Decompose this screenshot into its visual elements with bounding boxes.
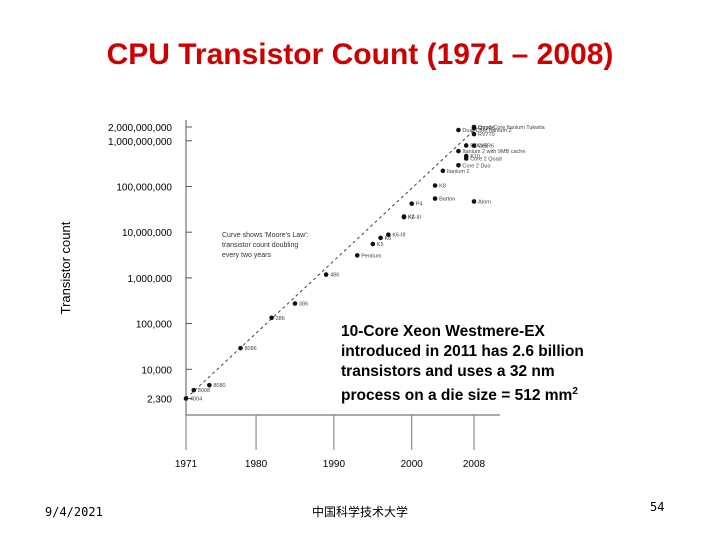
data-point bbox=[386, 232, 391, 238]
callout-line-2: introduced in 2011 has 2.6 billion bbox=[341, 343, 584, 360]
data-point bbox=[191, 387, 197, 393]
point-label: K7 bbox=[408, 215, 415, 221]
point-label: Atom bbox=[478, 199, 491, 205]
x-grid bbox=[185, 415, 475, 450]
x-tick-label: 1980 bbox=[245, 459, 268, 470]
y-tick-label: 2,300 bbox=[147, 394, 172, 405]
data-point bbox=[432, 196, 438, 201]
data-point bbox=[432, 183, 438, 188]
callout-line-1: 10-Core Xeon Westmere-EX bbox=[341, 323, 545, 340]
point-label: POWER6 bbox=[470, 143, 494, 149]
data-point bbox=[292, 301, 298, 306]
x-tick-label: 1990 bbox=[323, 459, 346, 470]
point-label: RV770 bbox=[478, 132, 495, 138]
point-label: Cell bbox=[478, 144, 487, 150]
y-tick-label: 100,000,000 bbox=[116, 182, 172, 193]
data-point bbox=[463, 143, 469, 148]
footer-institution: 中国科学技术大学 bbox=[311, 505, 408, 519]
data-point bbox=[456, 127, 461, 133]
data-point bbox=[456, 162, 461, 168]
data-point bbox=[471, 131, 477, 137]
point-label: Barton bbox=[439, 197, 455, 203]
point-label: K10 bbox=[470, 154, 480, 160]
westmere-callout: 10-Core Xeon Westmere-EX introduced in 2… bbox=[341, 322, 641, 406]
x-tick-label: 2000 bbox=[401, 459, 424, 470]
annotation-line-1: Curve shows 'Moore's Law': bbox=[222, 232, 309, 239]
point-label: K6 bbox=[385, 236, 392, 242]
data-point bbox=[323, 272, 329, 277]
y-grid bbox=[186, 126, 192, 399]
point-label: P4 bbox=[416, 202, 423, 208]
slide-title: CPU Transistor Count (1971 – 2008) bbox=[106, 38, 614, 71]
data-point bbox=[354, 253, 360, 258]
data-point bbox=[471, 143, 477, 148]
data-point bbox=[456, 148, 461, 154]
point-label: 8080 bbox=[213, 383, 225, 389]
point-label: Core 2 Duo bbox=[462, 163, 490, 169]
point-label: Itanium 2 bbox=[447, 169, 470, 175]
data-point bbox=[378, 235, 383, 241]
x-tick-label: 1971 bbox=[175, 459, 198, 470]
x-tick-label: 2008 bbox=[463, 459, 486, 470]
y-tick-label: 1,000,000 bbox=[128, 274, 173, 285]
point-label: 286 bbox=[276, 316, 285, 322]
y-tick-label: 10,000 bbox=[141, 365, 172, 376]
point-label: K5 bbox=[377, 242, 384, 248]
point-label: Pentium bbox=[361, 253, 382, 259]
points-group: 4004800880808086286386486PentiumK5K6K6-I… bbox=[183, 124, 546, 402]
callout-superscript: 2 bbox=[572, 386, 578, 397]
footer-date: 9/4/2021 bbox=[45, 505, 103, 519]
callout-line-3: transistors and uses a 32 nm bbox=[341, 363, 555, 380]
data-point bbox=[463, 153, 469, 159]
point-label: 386 bbox=[299, 302, 308, 308]
point-label: GT200 bbox=[478, 126, 495, 132]
point-label: Quad-Core Itanium Tukwila bbox=[478, 125, 546, 131]
data-point bbox=[401, 214, 407, 219]
data-point bbox=[370, 241, 376, 247]
y-tick-label: 10,000,000 bbox=[122, 228, 172, 239]
data-point bbox=[471, 199, 477, 204]
annotation-line-2: transistor count doubling bbox=[222, 242, 298, 249]
point-label: Core 2 Quad bbox=[470, 156, 502, 162]
page-number: 54 bbox=[650, 500, 665, 514]
annotation-line-3: every two years bbox=[222, 252, 272, 259]
point-label: K8 bbox=[439, 183, 446, 189]
y-axis-label: Transistor count bbox=[58, 221, 73, 314]
data-point bbox=[183, 396, 189, 401]
data-point bbox=[238, 345, 243, 351]
point-label: 4004 bbox=[190, 396, 202, 402]
data-point bbox=[409, 201, 415, 206]
y-tick-label: 100,000 bbox=[136, 320, 173, 331]
point-label: 8008 bbox=[198, 388, 210, 394]
point-label: Dual-Core Itanium 2 bbox=[462, 128, 511, 134]
point-label: 8086 bbox=[244, 346, 256, 352]
y-tick-label: 2,000,000,000 bbox=[108, 123, 172, 134]
point-label: 486 bbox=[330, 273, 339, 279]
y-tick-label: 1,000,000,000 bbox=[108, 137, 172, 148]
callout-line-4: process on a die size = 512 mm2 bbox=[341, 382, 641, 406]
data-point bbox=[471, 125, 477, 131]
x-tick-labels: 1971 1980 1990 2000 2008 bbox=[175, 459, 486, 470]
data-point bbox=[269, 315, 274, 321]
point-label: K6-III bbox=[392, 233, 406, 239]
callout-line-4-text: process on a die size = 512 mm bbox=[341, 387, 573, 405]
data-point bbox=[207, 382, 212, 388]
y-tick-labels: 2,300 10,000 100,000 1,000,000 10,000,000 100… bbox=[108, 123, 172, 405]
data-point bbox=[440, 168, 446, 174]
point-label: K6-III bbox=[408, 215, 422, 221]
point-label: Itanium 2 with 9MB cache bbox=[462, 149, 525, 155]
